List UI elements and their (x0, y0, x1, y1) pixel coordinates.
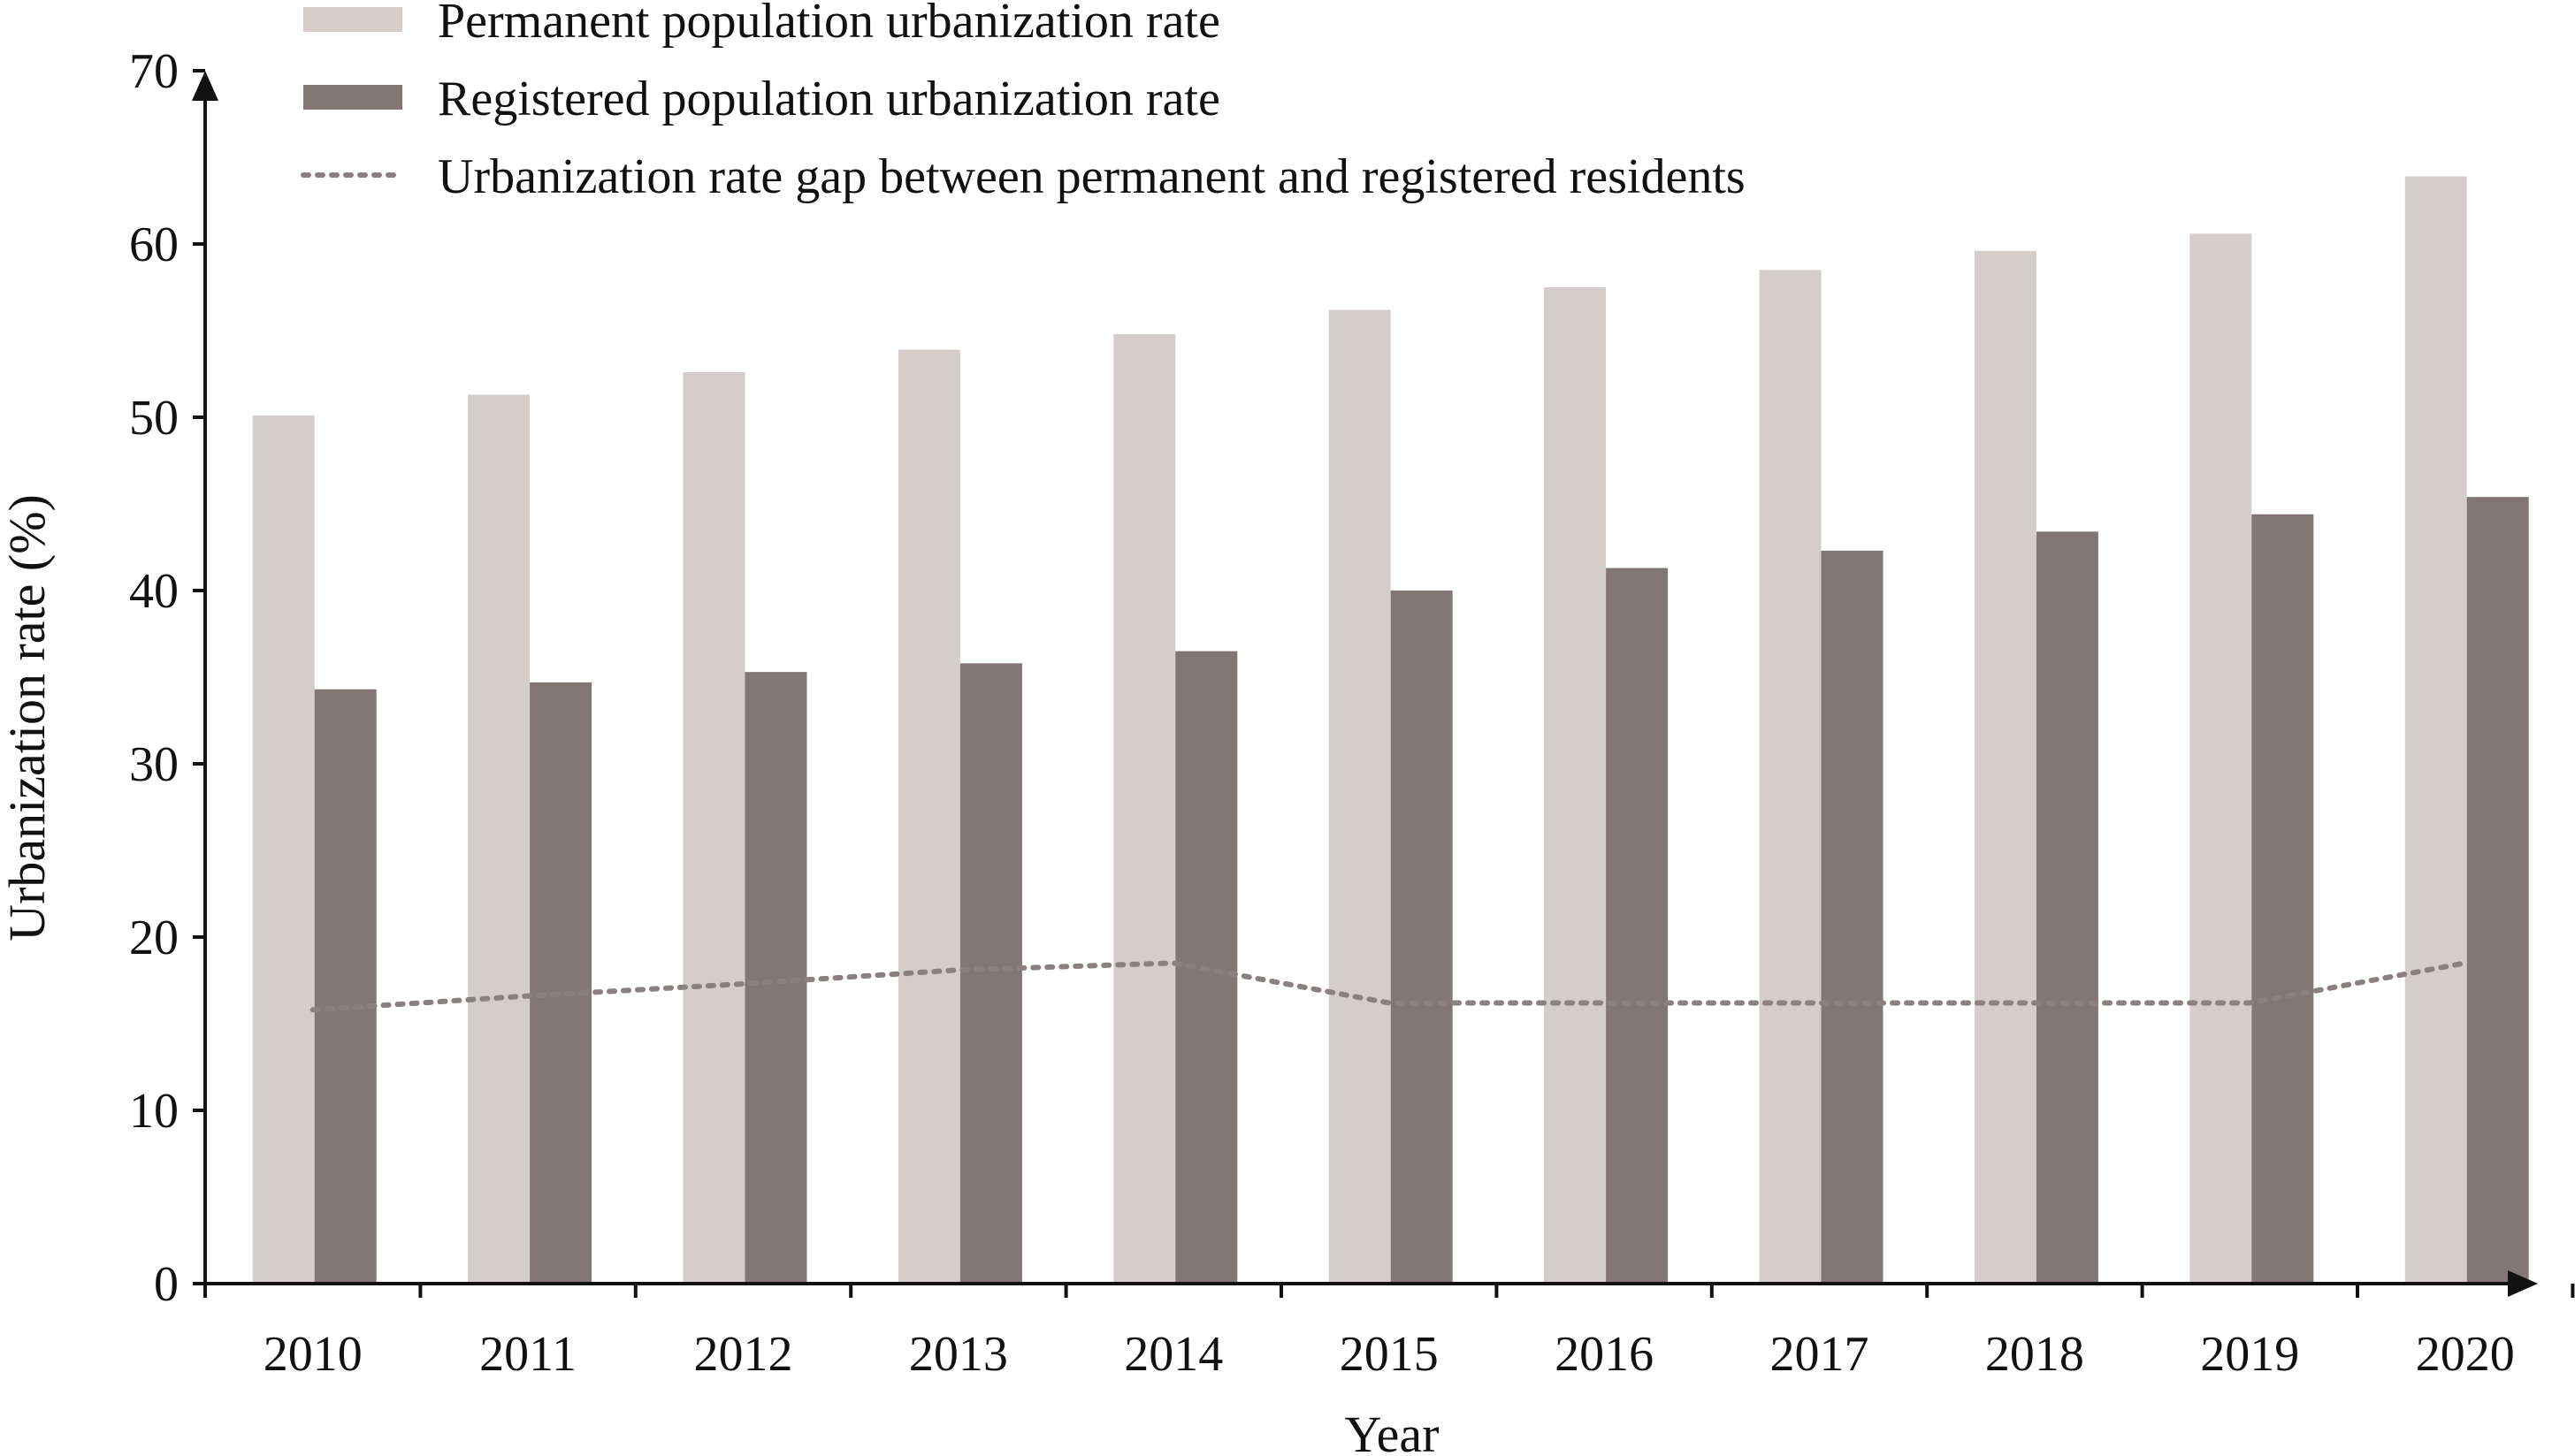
bar-registered (2466, 497, 2529, 1284)
x-tick-label: 2011 (479, 1327, 577, 1382)
x-tick-label: 2020 (2416, 1327, 2515, 1382)
bar-permanent (898, 349, 960, 1284)
x-axis-title: Year (1345, 1406, 1440, 1456)
y-tick-label: 30 (129, 737, 179, 792)
bar-permanent (2404, 176, 2467, 1284)
legend: Permanent population urbanization rate Re… (301, 0, 1746, 204)
ticks: 0 10 20 30 40 50 60 70 2010 2011 2012 2013 2014 2015 2… (129, 44, 2575, 1382)
x-tick-label: 2015 (1340, 1327, 1439, 1382)
y-tick-label: 70 (129, 44, 179, 99)
bar-permanent (1328, 309, 1391, 1284)
bar-permanent (252, 415, 315, 1284)
bar-permanent (468, 394, 531, 1284)
legend-label: Permanent population urbanization rate (438, 0, 1220, 49)
x-tick-label: 2014 (1124, 1327, 1223, 1382)
bar-registered (530, 682, 592, 1284)
bar-permanent (1544, 287, 1607, 1284)
legend-swatch-registered (303, 85, 402, 110)
x-tick-label: 2012 (694, 1327, 793, 1382)
x-tick-label: 2017 (1770, 1327, 1869, 1382)
y-tick-label: 0 (154, 1257, 179, 1312)
bars (252, 176, 2529, 1284)
bar-permanent (2189, 233, 2252, 1284)
y-tick-label: 50 (129, 391, 179, 446)
bar-registered (2251, 514, 2314, 1284)
bar-permanent (683, 372, 745, 1284)
x-tick-label: 2010 (264, 1327, 363, 1382)
x-axis-arrow (2508, 1270, 2538, 1297)
bar-registered (959, 663, 1022, 1284)
legend-label: Urbanization rate gap between permanent … (438, 149, 1746, 204)
legend-label: Registered population urbanization rate (438, 72, 1220, 126)
y-tick-label: 60 (129, 217, 179, 272)
bar-permanent (1759, 270, 1822, 1284)
x-tick-label: 2013 (909, 1327, 1008, 1382)
gap-line (309, 960, 2468, 1013)
y-tick-label: 10 (129, 1084, 179, 1139)
x-tick-label: 2016 (1555, 1327, 1654, 1382)
y-tick-label: 20 (129, 911, 179, 965)
bar-registered (314, 689, 377, 1284)
y-tick-label: 40 (129, 564, 179, 619)
bar-registered (2036, 531, 2098, 1284)
bar-permanent (1974, 250, 2036, 1284)
y-axis-title: Urbanization rate (%) (0, 494, 56, 941)
x-tick-label: 2018 (1985, 1327, 2084, 1382)
bar-registered (1606, 568, 1669, 1284)
axes (192, 71, 2538, 1297)
bar-registered (1821, 550, 1883, 1284)
bar-registered (1390, 591, 1453, 1284)
y-axis-arrow (192, 71, 218, 101)
bar-permanent (1113, 333, 1176, 1284)
gap-line-layer (309, 960, 2468, 1013)
legend-swatch-permanent (303, 7, 402, 32)
x-tick-label: 2019 (2200, 1327, 2299, 1382)
